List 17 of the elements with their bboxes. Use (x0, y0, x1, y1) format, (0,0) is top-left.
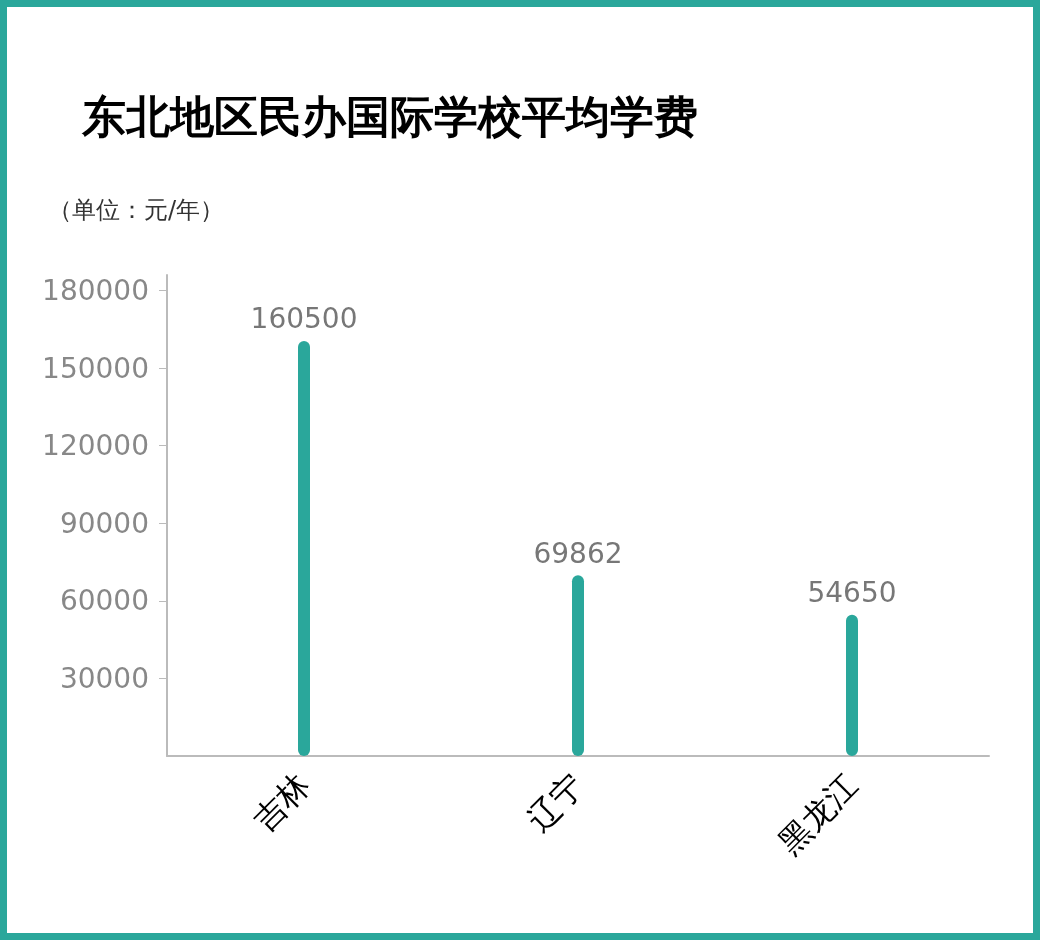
y-tick-label: 30000 (59, 661, 149, 695)
data-label: 54650 (807, 576, 897, 610)
y-tick-label: 90000 (59, 506, 149, 540)
y-tick-label: 150000 (42, 351, 149, 385)
data-label: 69862 (533, 536, 623, 570)
data-label: 160500 (250, 302, 358, 336)
chart-subtitle: （单位：元/年） (48, 196, 225, 224)
y-tick-label: 120000 (42, 429, 149, 463)
y-tick-label: 180000 (42, 274, 149, 308)
x-tick-label: 辽宁 (519, 766, 592, 839)
chart-title: 东北地区民办国际学校平均学费 (81, 90, 698, 142)
bar (298, 340, 310, 756)
x-tick-label: 黑龙江 (770, 766, 866, 862)
bar (572, 575, 584, 756)
y-tick-label: 60000 (59, 584, 149, 618)
x-tick-label: 吉林 (245, 766, 318, 839)
bar (846, 614, 858, 756)
